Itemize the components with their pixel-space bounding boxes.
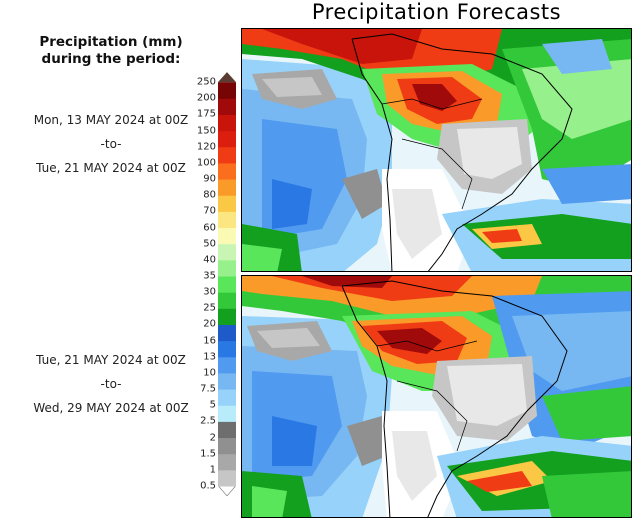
color-scale-segment — [218, 389, 236, 406]
color-scale-tick-label: 2.5 — [200, 415, 216, 427]
forecast-map-period-2 — [241, 275, 632, 518]
color-scale-tick-label: 2 — [209, 432, 216, 444]
period-2-end: Wed, 29 MAY 2024 at 00Z — [33, 401, 189, 415]
color-scale-segment — [218, 98, 236, 115]
color-scale-min-arrow — [218, 485, 236, 496]
color-scale-tick-label: 20 — [203, 318, 216, 330]
color-scale-tick-label: 16 — [203, 335, 216, 347]
color-scale-segment — [218, 405, 236, 422]
color-scale-tick-label: 90 — [203, 173, 216, 185]
color-scale-tick-label: 5 — [209, 399, 216, 411]
color-scale-labels: 0.5 1 1.5 2 2.5 5 7.5 10 13 16 20 25 30 35 40 50 60 70 80 9… — [186, 0, 216, 519]
period-1-end: Tue, 21 MAY 2024 at 00Z — [36, 161, 186, 175]
color-scale-segment — [218, 227, 236, 245]
color-scale-segment — [218, 308, 236, 325]
color-scale-tick-label: 150 — [196, 125, 216, 137]
color-scale-tick-label: 50 — [203, 238, 216, 250]
color-scale-tick-label: 0.5 — [200, 480, 216, 492]
color-scale-tick-label: 200 — [196, 92, 216, 104]
color-scale-segment — [218, 211, 236, 229]
period-2-start: Tue, 21 MAY 2024 at 00Z — [36, 353, 186, 367]
color-scale-tick-label: 175 — [196, 108, 216, 120]
color-scale-segment — [218, 114, 236, 132]
color-scale-segment — [218, 340, 236, 358]
period-1-separator: -to- — [100, 137, 122, 151]
legend-heading: Precipitation (mm) during the period: — [14, 34, 208, 68]
legend-heading-line2: during the period: — [41, 51, 181, 67]
color-scale-segment — [218, 243, 236, 261]
period-2-separator: -to- — [100, 377, 122, 391]
period-2-label: Tue, 21 MAY 2024 at 00Z -to- Wed, 29 MAY… — [0, 348, 222, 420]
color-scale-tick-label: 40 — [203, 254, 216, 266]
color-scale-tick-label: 80 — [203, 189, 216, 201]
legend-heading-line1: Precipitation (mm) — [39, 34, 183, 50]
color-scale-segment — [218, 453, 236, 471]
color-scale-segment — [218, 421, 236, 439]
color-scale-segment — [218, 179, 236, 196]
color-scale-segment — [218, 276, 236, 293]
color-scale-segment — [218, 82, 236, 99]
color-scale-tick-label: 7.5 — [200, 383, 216, 395]
color-scale-tick-label: 60 — [203, 222, 216, 234]
color-scale-segment — [218, 195, 236, 212]
page-title: Precipitation Forecasts — [311, 0, 562, 24]
color-scale-segment — [218, 324, 236, 342]
color-scale-bar — [218, 72, 236, 496]
color-scale-segment — [218, 146, 236, 164]
color-scale-tick-label: 70 — [203, 205, 216, 217]
period-1-label: Mon, 13 MAY 2024 at 00Z -to- Tue, 21 MAY… — [0, 108, 222, 180]
color-scale-segment — [218, 292, 236, 309]
color-scale-tick-label: 25 — [203, 302, 216, 314]
color-scale-tick-label: 1.5 — [200, 448, 216, 460]
color-scale-segment — [218, 437, 236, 455]
color-scale-segment — [218, 469, 236, 487]
forecast-map-period-1 — [241, 28, 632, 272]
color-scale-segment — [218, 259, 236, 277]
color-scale-segment — [218, 162, 236, 180]
color-scale-segment — [218, 130, 236, 148]
color-scale-tick-label: 30 — [203, 286, 216, 298]
color-scale-tick-label: 120 — [196, 141, 216, 153]
color-scale-tick-label: 250 — [196, 76, 216, 88]
color-scale-tick-label: 100 — [196, 157, 216, 169]
color-scale-segment — [218, 356, 236, 374]
color-scale-tick-label: 10 — [203, 367, 216, 379]
color-scale-tick-label: 1 — [209, 464, 216, 476]
color-scale-max-arrow — [218, 72, 236, 83]
color-scale-segment — [218, 372, 236, 390]
color-scale-tick-label: 13 — [203, 351, 216, 363]
period-1-start: Mon, 13 MAY 2024 at 00Z — [33, 113, 189, 127]
color-scale-tick-label: 35 — [203, 270, 216, 282]
